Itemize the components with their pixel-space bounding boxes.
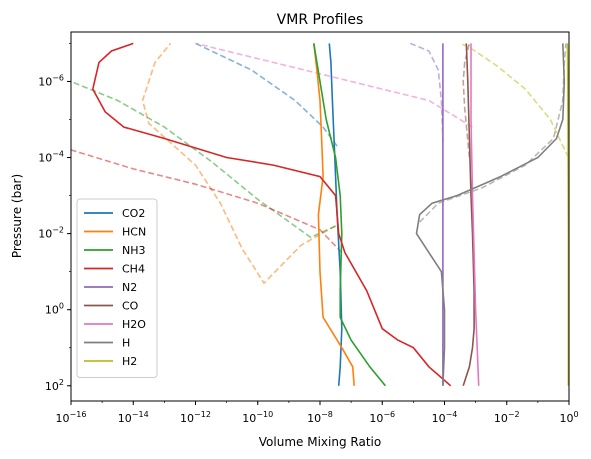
y-tick-label-exponent: 2 — [59, 378, 64, 387]
x-axis-ticks: 10−16 10−14 10−12 10−10 10−8 10−6 10−4 10−2 100 — [56, 401, 579, 425]
y-tick-label: 10−6 — [38, 73, 64, 88]
x-tick-label: 10−12 — [180, 410, 211, 425]
series-h2-dashed-line — [459, 42, 569, 158]
legend-label-co: CO — [122, 300, 139, 313]
legend-label-ch4: CH4 — [122, 263, 145, 276]
series-hcn-dashed-line — [141, 42, 336, 285]
y-axis-label: Pressure (bar) — [10, 174, 24, 258]
y-tick-label: 10−2 — [38, 226, 64, 241]
series-layer — [71, 42, 569, 387]
legend-label-h2o: H2O — [122, 318, 146, 331]
x-tick-label-base: 10 — [118, 412, 132, 425]
x-tick-label-exponent: −10 — [256, 410, 273, 419]
x-tick-label: 10−8 — [307, 410, 333, 425]
y-tick-label: 102 — [45, 378, 64, 393]
x-tick-label-base: 10 — [432, 412, 446, 425]
x-tick-label-base: 10 — [242, 412, 256, 425]
x-tick-label-exponent: −14 — [132, 410, 149, 419]
y-tick-label-exponent: −2 — [52, 226, 64, 235]
series-co2-dashed-line — [195, 42, 338, 147]
series-nh3-dashed-line — [71, 80, 336, 239]
x-tick-label-base: 10 — [369, 412, 383, 425]
legend-label-h: H — [122, 337, 130, 350]
x-tick-label-exponent: −8 — [321, 410, 333, 419]
series-nh3-line — [313, 43, 387, 387]
x-axis-label: Volume Mixing Ratio — [259, 435, 381, 449]
x-tick-label: 10−4 — [432, 410, 458, 425]
series-ch4-line — [91, 42, 452, 387]
chart-title: VMR Profiles — [277, 12, 364, 28]
series-h2o-line — [470, 43, 480, 386]
legend: CO2 HCN NH3 CH4 N2 CO H2O H H2 — [76, 198, 158, 378]
x-tick-label: 10−10 — [242, 410, 273, 425]
series-hcn-line — [313, 43, 355, 386]
x-tick-label: 10−6 — [369, 410, 395, 425]
y-tick-label-base: 10 — [45, 380, 59, 393]
series-co-line — [462, 43, 475, 387]
x-tick-label: 10−16 — [56, 410, 87, 425]
series-n2-dashed-line — [409, 42, 444, 143]
x-tick-label-exponent: −12 — [194, 410, 211, 419]
series-h-line — [415, 43, 566, 386]
y-tick-label-exponent: −6 — [52, 73, 64, 82]
y-tick-label-base: 10 — [45, 304, 59, 317]
x-tick-label: 10−2 — [494, 410, 520, 425]
x-tick-label: 10−14 — [118, 410, 149, 425]
series-h2o-dashed-line — [195, 42, 473, 128]
x-tick-label-exponent: 0 — [573, 410, 578, 419]
legend-label-nh3: NH3 — [122, 244, 146, 257]
x-tick-label-base: 10 — [307, 412, 321, 425]
legend-box — [76, 198, 158, 378]
series-h2-line — [566, 43, 569, 386]
x-tick-label-exponent: −16 — [70, 410, 87, 419]
x-tick-label-base: 10 — [559, 412, 573, 425]
y-tick-label: 100 — [45, 302, 64, 317]
legend-label-co2: CO2 — [122, 207, 145, 220]
y-tick-label-base: 10 — [38, 228, 52, 241]
x-tick-label: 100 — [559, 410, 578, 425]
x-tick-label-exponent: −2 — [508, 410, 520, 419]
y-tick-label-base: 10 — [38, 152, 52, 165]
legend-label-hcn: HCN — [122, 226, 146, 239]
y-tick-label-exponent: −4 — [52, 150, 64, 159]
x-tick-label-exponent: −4 — [446, 410, 458, 419]
x-tick-label-base: 10 — [56, 412, 70, 425]
legend-label-n2: N2 — [122, 281, 137, 294]
legend-label-h2: H2 — [122, 355, 137, 368]
series-ch4-dashed-line — [71, 149, 343, 254]
y-tick-label: 10−4 — [38, 150, 64, 165]
y-tick-label-exponent: 0 — [59, 302, 64, 311]
y-tick-label-base: 10 — [38, 75, 52, 88]
x-tick-label-exponent: −6 — [383, 410, 395, 419]
x-tick-label-base: 10 — [494, 412, 508, 425]
x-tick-label-base: 10 — [180, 412, 194, 425]
